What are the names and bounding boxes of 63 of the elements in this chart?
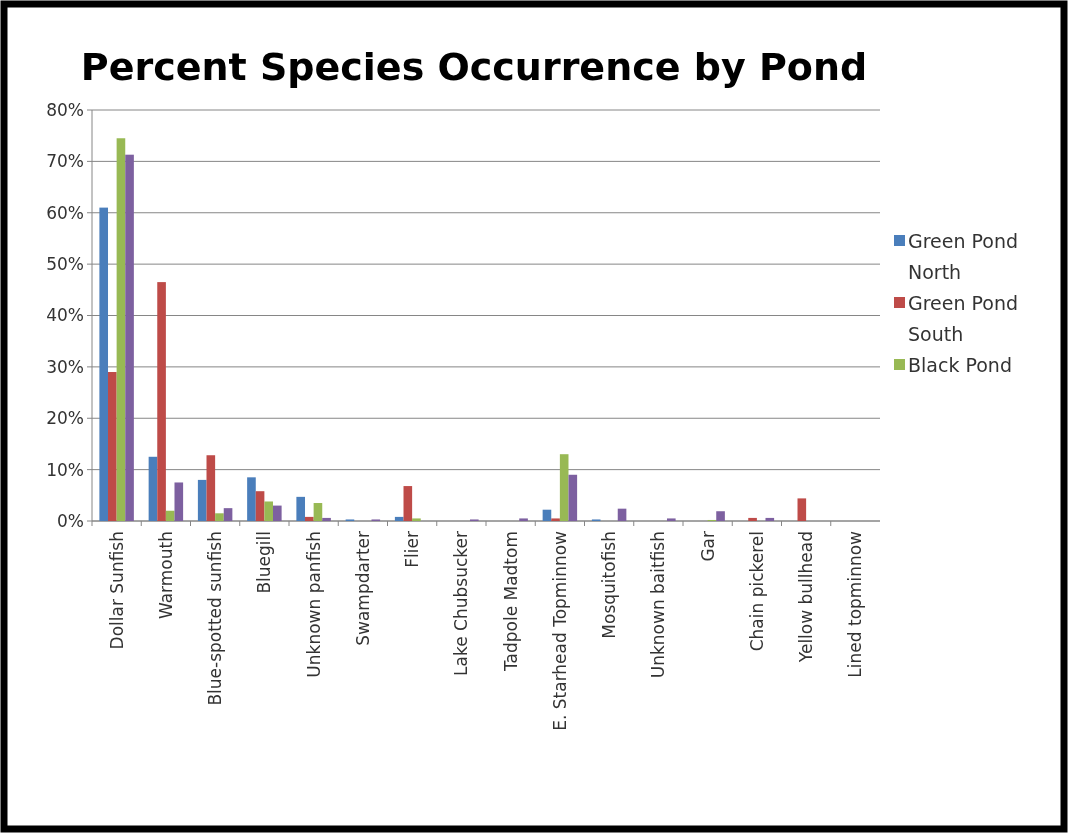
x-tick-label: Unknown panfish <box>303 531 324 678</box>
y-tick-label: 10% <box>46 459 84 480</box>
bar <box>322 517 331 521</box>
x-tick-label: Dollar Sunfish <box>106 531 127 650</box>
bar <box>568 474 578 521</box>
bar <box>797 498 807 521</box>
x-tick-label: Lake Chubsucker <box>451 531 472 676</box>
x-tick-label: Mosquitofish <box>599 531 620 639</box>
x-tick-label: Bluegill <box>254 531 275 594</box>
bar <box>617 508 627 521</box>
x-tick-label: Unknown baitfish <box>648 531 669 679</box>
bar <box>412 518 421 521</box>
bar <box>272 505 282 521</box>
x-tick-label: Swampdarter <box>352 531 373 646</box>
y-tick-label: 70% <box>46 151 84 172</box>
bar <box>551 518 560 521</box>
x-tick-label: Chain pickerel <box>746 531 767 652</box>
y-tick-label: 50% <box>46 254 84 275</box>
bar <box>206 455 216 521</box>
bar <box>313 503 323 521</box>
bar <box>394 516 404 521</box>
y-tick-label: 0% <box>57 510 84 531</box>
x-tick-label: E. Starhead Topminnow <box>549 530 570 731</box>
x-tick-label: Flier <box>402 531 423 568</box>
x-tick-label: Gar <box>697 531 718 562</box>
legend-label: Green Pond South <box>908 292 1019 345</box>
bar <box>542 509 552 521</box>
bar <box>174 482 184 521</box>
chart-title: Percent Species Occurrence by Pond <box>80 45 868 89</box>
bar <box>296 496 306 521</box>
bar <box>99 207 109 521</box>
bar <box>519 518 528 521</box>
legend-label: Green Pond North <box>908 230 1019 283</box>
bar <box>264 501 273 521</box>
bar <box>148 456 158 521</box>
x-tick-label: Blue-spotted sunfish <box>205 531 226 706</box>
bar <box>255 491 265 521</box>
bar <box>125 154 134 521</box>
x-tick-label: Yellow bullhead <box>796 531 817 664</box>
y-tick-label: 60% <box>46 202 84 223</box>
legend-label: Black Pond <box>908 354 1012 376</box>
bar <box>765 517 775 521</box>
bar <box>305 516 314 521</box>
y-tick-label: 80% <box>46 99 84 120</box>
y-tick-label: 40% <box>46 305 84 326</box>
x-tick-label: Lined topminnow <box>845 530 866 678</box>
x-tick-label: Warmouth <box>155 531 176 620</box>
y-tick-label: 20% <box>46 408 84 429</box>
bar <box>247 477 256 521</box>
bar <box>116 138 126 521</box>
bar <box>716 511 725 521</box>
bar <box>223 508 233 521</box>
bar <box>157 282 166 521</box>
bar <box>108 372 117 521</box>
bar <box>197 479 207 521</box>
bar <box>666 518 676 521</box>
bar <box>559 454 569 521</box>
x-tick-label: Tadpole Madtom <box>500 531 521 673</box>
y-tick-label: 30% <box>46 356 84 377</box>
bar <box>748 517 757 521</box>
bar <box>215 513 224 521</box>
bar <box>165 510 175 521</box>
bar <box>403 486 413 521</box>
